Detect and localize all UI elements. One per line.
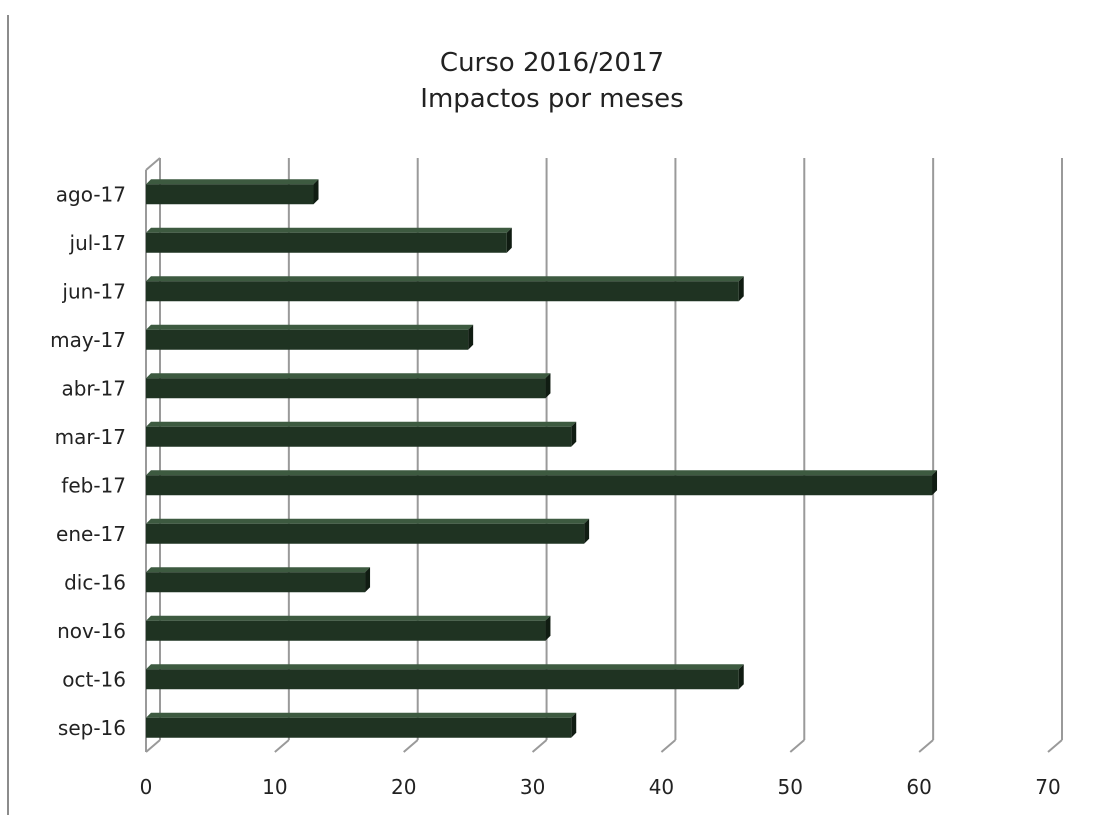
floor-gridline-10: [274, 739, 290, 753]
bar-top-dic-16: [146, 567, 371, 573]
floor-gridline-0: [145, 739, 161, 753]
floor-gridline-50: [789, 739, 805, 753]
chart-title-line-2: Impactos por meses: [420, 84, 683, 114]
chart-title-line-1: Curso 2016/2017: [440, 48, 664, 78]
bar-may-17: [146, 324, 474, 350]
bar-front-jun-17: [146, 281, 739, 302]
y-tick-label-may-17: may-17: [50, 328, 126, 352]
bar-end-jul-17: [506, 227, 512, 253]
x-tick-label-0: 0: [140, 775, 153, 799]
floor-gridline-20: [403, 739, 419, 753]
bar-front-sep-16: [146, 717, 572, 738]
x-tick-label-40: 40: [649, 775, 674, 799]
bars: [146, 179, 938, 738]
left-wall-top-edge: [145, 157, 161, 171]
bar-dic-16: [146, 567, 371, 593]
y-axis-labels: sep-16 oct-16 nov-16 dic-16 ene-17 feb-17 mar-…: [50, 182, 126, 740]
bar-front-ago-17: [146, 184, 314, 205]
bar-front-may-17: [146, 329, 469, 350]
bar-front-nov-16: [146, 620, 546, 641]
floor-gridline-40: [660, 739, 677, 753]
bar-top-may-17: [146, 324, 474, 330]
bar-mar-17: [146, 421, 577, 447]
bar-end-dic-16: [365, 567, 371, 593]
bar-top-oct-16: [146, 664, 744, 670]
bar-front-oct-16: [146, 669, 739, 690]
bar-jul-17: [146, 227, 512, 253]
y-tick-label-oct-16: oct-16: [62, 667, 126, 691]
bar-top-sep-16: [146, 712, 577, 718]
bar-front-feb-17: [146, 475, 933, 496]
gridlines: [145, 157, 1063, 753]
bar-front-ene-17: [146, 523, 585, 544]
x-tick-label-10: 10: [262, 775, 287, 799]
bar-end-jun-17: [738, 276, 744, 302]
bar-jun-17: [146, 276, 744, 302]
y-tick-label-abr-17: abr-17: [61, 376, 126, 400]
y-tick-label-ago-17: ago-17: [56, 182, 126, 206]
bar-end-mar-17: [571, 421, 577, 447]
y-tick-label-ene-17: ene-17: [56, 522, 126, 546]
bar-end-ene-17: [584, 518, 590, 544]
x-tick-label-50: 50: [778, 775, 803, 799]
bar-end-may-17: [468, 324, 474, 350]
bar-top-jul-17: [146, 227, 512, 233]
floor-gridline-70: [1047, 739, 1063, 753]
bar-ago-17: [146, 179, 319, 205]
y-tick-label-mar-17: mar-17: [55, 425, 126, 449]
bar-oct-16: [146, 664, 744, 690]
bar-abr-17: [146, 373, 551, 399]
left-border-line: [7, 15, 9, 815]
bar-feb-17: [146, 470, 938, 496]
x-tick-label-20: 20: [391, 775, 416, 799]
bar-front-mar-17: [146, 426, 572, 447]
bar-nov-16: [146, 615, 551, 641]
bar-ene-17: [146, 518, 590, 544]
bar-end-ago-17: [313, 179, 319, 205]
bar-top-jun-17: [146, 276, 744, 282]
bar-front-abr-17: [146, 378, 546, 399]
y-tick-label-nov-16: nov-16: [57, 619, 126, 643]
x-tick-label-30: 30: [520, 775, 545, 799]
bar-end-nov-16: [545, 615, 551, 641]
bar-front-jul-17: [146, 232, 507, 253]
x-axis-labels: 0 10 20 30 40 50 60 70: [140, 775, 1061, 799]
y-tick-label-sep-16: sep-16: [58, 716, 126, 740]
y-tick-label-dic-16: dic-16: [64, 570, 126, 594]
bar-top-mar-17: [146, 421, 577, 427]
bar-top-feb-17: [146, 470, 938, 476]
x-tick-label-70: 70: [1035, 775, 1060, 799]
x-tick-label-60: 60: [906, 775, 931, 799]
floor-gridline-60: [918, 739, 934, 753]
floor-gridline-30: [531, 739, 548, 753]
bar-end-abr-17: [545, 373, 551, 399]
bar-end-oct-16: [738, 664, 744, 690]
bar-front-dic-16: [146, 572, 366, 593]
y-tick-label-jun-17: jun-17: [61, 279, 126, 303]
bar-sep-16: [146, 712, 577, 738]
bar-end-feb-17: [932, 470, 938, 496]
bar-top-ene-17: [146, 518, 590, 524]
bar-top-abr-17: [146, 373, 551, 379]
y-tick-label-feb-17: feb-17: [61, 473, 126, 497]
bar-end-sep-16: [571, 712, 577, 738]
bar-top-nov-16: [146, 615, 551, 621]
bar-top-ago-17: [146, 179, 319, 185]
y-tick-label-jul-17: jul-17: [69, 231, 126, 255]
